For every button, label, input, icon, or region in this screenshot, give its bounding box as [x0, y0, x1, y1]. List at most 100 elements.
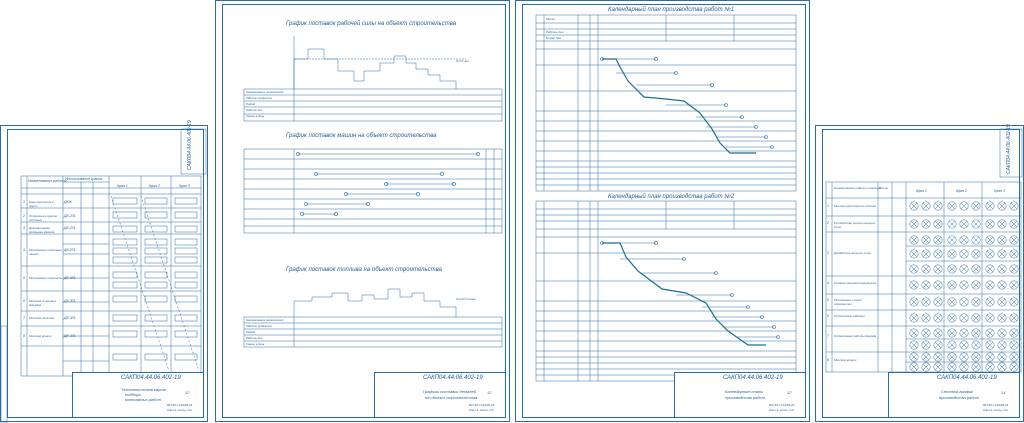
sheet-4-node-cross: [972, 265, 980, 273]
sheet-4-node-mark: [997, 297, 1007, 307]
sheet-2-graph-3-title: График поставок топлива на объект строит…: [286, 267, 442, 273]
sheet-4-node-cross: [986, 341, 994, 349]
sheet-4-org-2: Корп 4, заочн. СЭ: [983, 408, 1008, 412]
sheet-4-node-mark: [985, 201, 995, 211]
sheet-4-node-mark: [921, 219, 931, 229]
sheet-4-node-cross: [972, 250, 980, 258]
sheet-4-node-cross: [910, 363, 918, 371]
sheet-4-node-mark: [1009, 201, 1019, 211]
sheet-4-node-cross: [998, 314, 1006, 322]
sheet-4-node-mark: [1009, 313, 1019, 323]
sheet-4-node-cross: [922, 265, 930, 273]
sheet-2-frame: [222, 4, 506, 418]
sheet-1-row-name: Монтаж лестниц: [29, 316, 55, 320]
sheet-4-node-cross: [934, 314, 942, 322]
sheet-4-node-mark: [933, 352, 943, 362]
sheet-4-col-head-qty: Кол-во: [879, 186, 889, 190]
sheet-1-col-head-crane2: Кран 2: [149, 184, 160, 188]
sheet-4-node-cross: [948, 250, 956, 258]
sheet-4-sheet-no: 14: [1001, 390, 1006, 395]
sheet-1-row-number: 8: [23, 334, 25, 338]
sheet-4-node-mark: [985, 219, 995, 229]
sheet-4-node-cross: [1010, 202, 1018, 210]
sheet-4-node-cross: [998, 265, 1006, 273]
sheet-4-node-mark: [921, 249, 931, 259]
sheet-4-node-cross: [1010, 281, 1018, 289]
sheet-4-node-mark: [933, 201, 943, 211]
sheet-4-node-mark: [933, 362, 943, 372]
sheet-2-graph-1-note: N=37 чел.: [456, 59, 470, 63]
sheet-4-node-mark: [959, 362, 969, 372]
sheet-1-row-crane: ДК-301: [64, 334, 76, 338]
sheet-2-row-label: Наименование показателей: [246, 90, 284, 94]
sheet-4-node-mark: [909, 201, 919, 211]
sheet-4-node-cross: [972, 363, 980, 371]
sheet-1-col-head-name: Наименование работы: [28, 179, 67, 183]
sheet-1-row-number: 3: [23, 226, 25, 230]
sheet-4-node-cross: [1010, 236, 1018, 244]
sheet-4-node-cross: [986, 220, 994, 228]
sheet-4-node-mark: [997, 264, 1007, 274]
sheet-4-node-cross: [948, 329, 956, 337]
sheet-4-node-cross: [922, 353, 930, 361]
sheet-4-node-cross: [1010, 314, 1018, 322]
sheet-4-row-number: 3: [827, 251, 829, 255]
sheet-4-node-cross: [998, 353, 1006, 361]
sheet-4-node-mark: [959, 328, 969, 338]
sheet-4-node-mark: [933, 297, 943, 307]
sheet-2-sheet-no: 12: [487, 390, 492, 395]
sheet-4-node-mark: [971, 328, 981, 338]
sheet-4-node-cross: [922, 341, 930, 349]
sheet-4-node-mark: [947, 264, 957, 274]
sheet-2-row-label: Рабочие дни: [246, 108, 263, 112]
sheet-4-row-name: Доработка несущих стен: [834, 251, 872, 255]
sheet-4-node-cross: [910, 329, 918, 337]
sheet-4-node-cross: [972, 298, 980, 306]
sheet-4-node-cross: [1010, 341, 1018, 349]
sheet-4-node-cross: [986, 363, 994, 371]
sheet-4-row-name: Устройство ригеля несущих стен: [834, 221, 876, 229]
sheet-4-col-head-crane1: Кран 1: [916, 189, 927, 193]
sheet-1-side-code: САКП04.44.06.402-19: [187, 120, 193, 170]
sheet-1-code: САКП04.44.06.402-19: [121, 375, 181, 381]
sheet-3-month-label: Месяц: [546, 17, 555, 21]
sheet-1-row-name: Монтажные элементы: [29, 276, 63, 280]
sheet-4-node-cross: [998, 363, 1006, 371]
sheet-4-node-cross: [960, 363, 968, 371]
sheet-4-node-cross: [948, 353, 956, 361]
sheet-4-node-mark: [985, 362, 995, 372]
sheet-3-title-1: Календарные планы: [725, 389, 764, 394]
sheet-4-node-cross: [972, 329, 980, 337]
sheet-4-node-cross: [998, 220, 1006, 228]
sheet-4-node-cross: [948, 341, 956, 349]
sheet-4-node-cross: [948, 202, 956, 210]
sheet-4-row-name: Отделочные работы: [834, 314, 865, 318]
sheet-4-node-mark: [959, 297, 969, 307]
sheet-4-drawing: [825, 128, 1023, 373]
sheet-4-node-mark: [921, 297, 931, 307]
sheet-4-node-cross: [922, 298, 930, 306]
sheet-4-node-mark: [971, 280, 981, 290]
sheet-4-node-mark: [997, 280, 1007, 290]
sheet-3: Календарный план производства работ №1 К…: [515, 0, 810, 422]
sheet-1-row-crane: ДК-301: [64, 276, 76, 280]
sheet-1-row-number: 2: [23, 214, 25, 218]
sheet-4-node-cross: [934, 281, 942, 289]
sheet-4-node-mark: [1009, 249, 1019, 259]
sheet-4-node-cross: [998, 236, 1006, 244]
sheet-2-graph-3-note: N=120 т/смен: [456, 297, 476, 301]
sheet-1-row-name: Монтажные стеновые панели: [29, 248, 62, 256]
sheet-1-row-name: Монтаж кровли: [29, 334, 52, 338]
sheet-4-org-1: ВСГКА П-34/36-26: [983, 403, 1009, 407]
sheet-2-graph-1-title: График поставок рабочей силы на объект с…: [286, 21, 457, 27]
sheet-4-node-mark: [1009, 280, 1019, 290]
sheet-4-node-cross: [934, 363, 942, 371]
sheet-4-row-number: 7: [827, 334, 829, 338]
sheet-4-node-cross: [948, 236, 956, 244]
sheet-2-row-label: Смены в день: [246, 114, 265, 118]
sheet-4-node-cross: [986, 236, 994, 244]
sheet-4-node-cross: [934, 250, 942, 258]
sheet-4-node-cross: [934, 265, 942, 273]
sheet-1-org-1: ВСГКА П-34/36-26: [167, 403, 193, 407]
sheet-4-node-mark: [1009, 235, 1019, 245]
